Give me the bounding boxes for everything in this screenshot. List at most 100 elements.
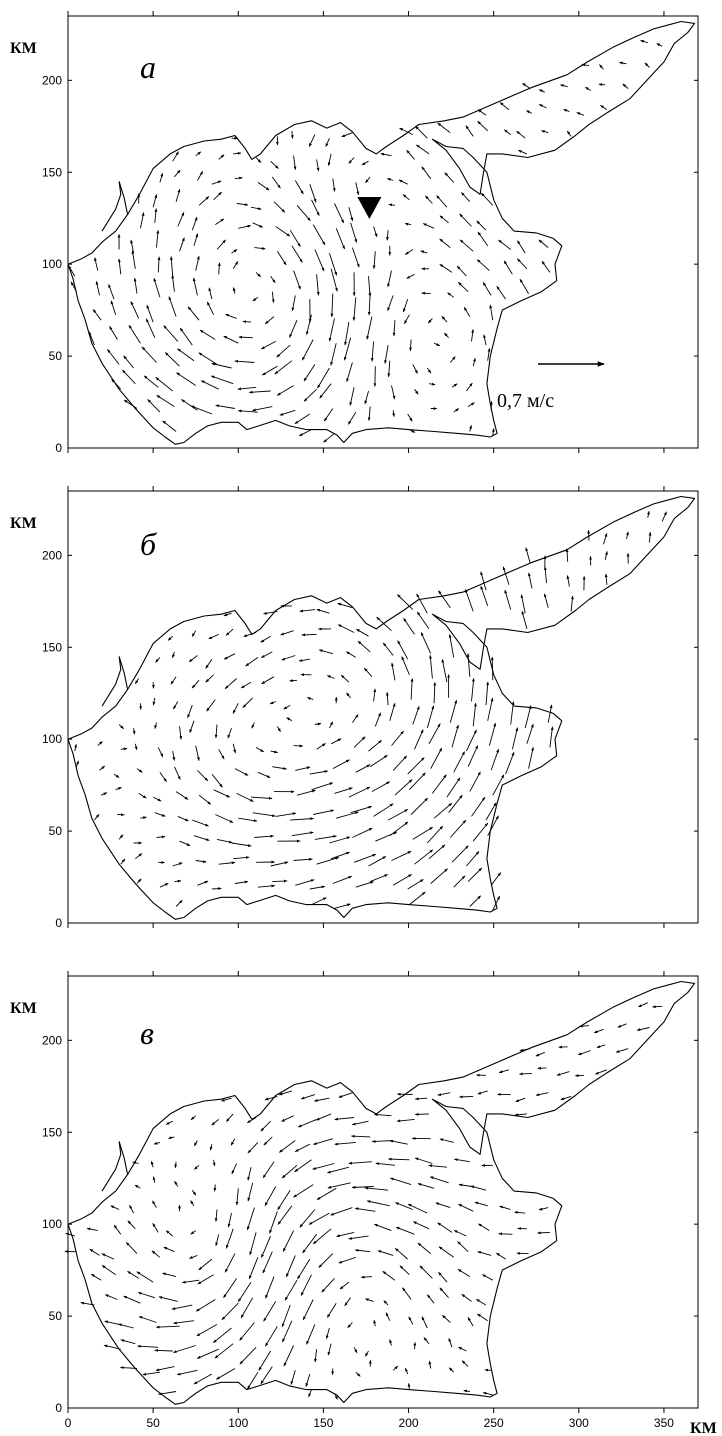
current-vector [461,1293,472,1302]
current-vector [301,633,317,637]
current-vector [474,1201,488,1207]
current-vector [519,278,529,294]
y-tick-label: 150 [42,165,62,179]
current-vector [386,178,394,181]
current-vector [407,879,424,890]
current-vector [265,316,275,325]
current-vector [535,1092,549,1097]
current-vector [401,656,410,675]
current-vector [520,594,526,614]
panel-a: КМ а 0 50 100 150 200 0,7 м/с [10,11,699,455]
current-vector [453,1158,470,1163]
current-vector [300,1274,312,1296]
station-triangle-marker [357,197,382,220]
current-vector [131,250,136,269]
current-vector [330,851,350,860]
current-vector [191,1189,197,1196]
current-vector [216,239,226,250]
current-vector [265,1325,278,1347]
current-vector [504,589,512,610]
current-vector [453,875,466,888]
current-vector [315,1113,332,1121]
current-vector [130,301,140,319]
current-vector [270,861,289,867]
current-vector [216,838,233,844]
current-vector [165,1230,173,1237]
current-vector [392,1365,399,1371]
current-vector [490,872,502,886]
current-vector [417,1242,431,1254]
current-vector [619,61,627,65]
current-vector [154,722,158,729]
current-vector [648,531,652,543]
x-tick-label: 200 [399,1416,419,1430]
current-vector [294,413,311,425]
current-vector [289,679,298,683]
y-tick-label: 100 [42,732,62,746]
current-vector [541,130,549,134]
current-vector [238,335,253,339]
current-vector [388,1157,410,1161]
current-vector [175,188,181,202]
current-vector [231,842,252,847]
current-vector [172,151,179,162]
current-vector [163,1246,175,1253]
y-axis-unit-label: КМ [10,1000,37,1017]
y-tick-label: 150 [42,1125,62,1139]
current-vector [361,160,369,166]
current-vector [198,196,210,206]
current-vector [231,249,238,254]
current-vector [477,231,489,247]
current-vector [563,108,570,113]
current-vector [130,239,135,254]
current-vector [281,1115,294,1122]
current-vector [365,176,371,184]
current-vector [480,585,489,607]
current-vector [308,1212,330,1225]
current-vector [250,796,273,800]
current-vector [416,593,428,614]
current-vector [329,721,334,729]
current-vector [230,1138,236,1146]
current-vector [313,1228,332,1245]
current-vector [436,195,448,208]
current-vector [152,1222,159,1233]
current-vector [168,296,177,317]
yticks: 0 50 100 150 200 [42,73,698,455]
current-vector [336,1231,355,1238]
current-vector [157,256,161,273]
current-vector [346,692,351,699]
current-vector [127,1220,136,1230]
current-vector [467,402,475,407]
current-vector [389,1139,408,1145]
current-vector [448,1367,455,1373]
current-vector [248,1257,259,1280]
current-vector [94,814,100,821]
current-vector [334,1393,338,1400]
current-vector [123,399,138,409]
current-vector [291,831,314,837]
current-vector [350,222,358,243]
current-vector [155,657,161,663]
current-vector [498,239,511,250]
current-vector [164,352,180,367]
current-vector [420,250,428,254]
current-vector [638,1002,648,1008]
current-vector [538,239,549,248]
current-vector [373,803,394,817]
current-vector [224,678,237,690]
current-vector [388,203,395,207]
current-vector [425,195,433,204]
current-vector [133,277,138,294]
current-vector [127,1270,139,1279]
current-vector [560,84,568,88]
current-vector [211,362,232,369]
current-vector [65,1232,75,1237]
current-vector [159,172,164,183]
current-vector [163,325,179,342]
current-vector [399,127,413,136]
current-vector [294,1143,311,1153]
current-vector [596,1044,606,1048]
current-vector [646,510,650,518]
current-vector [414,1097,428,1101]
